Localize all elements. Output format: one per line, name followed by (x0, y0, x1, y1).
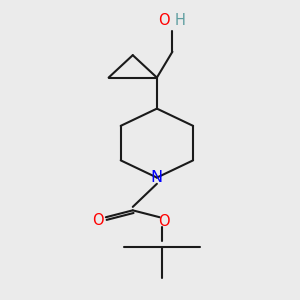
Text: O: O (158, 13, 169, 28)
Text: H: H (175, 13, 185, 28)
Text: N: N (151, 170, 163, 185)
Text: O: O (158, 214, 169, 229)
Text: O: O (92, 213, 104, 228)
